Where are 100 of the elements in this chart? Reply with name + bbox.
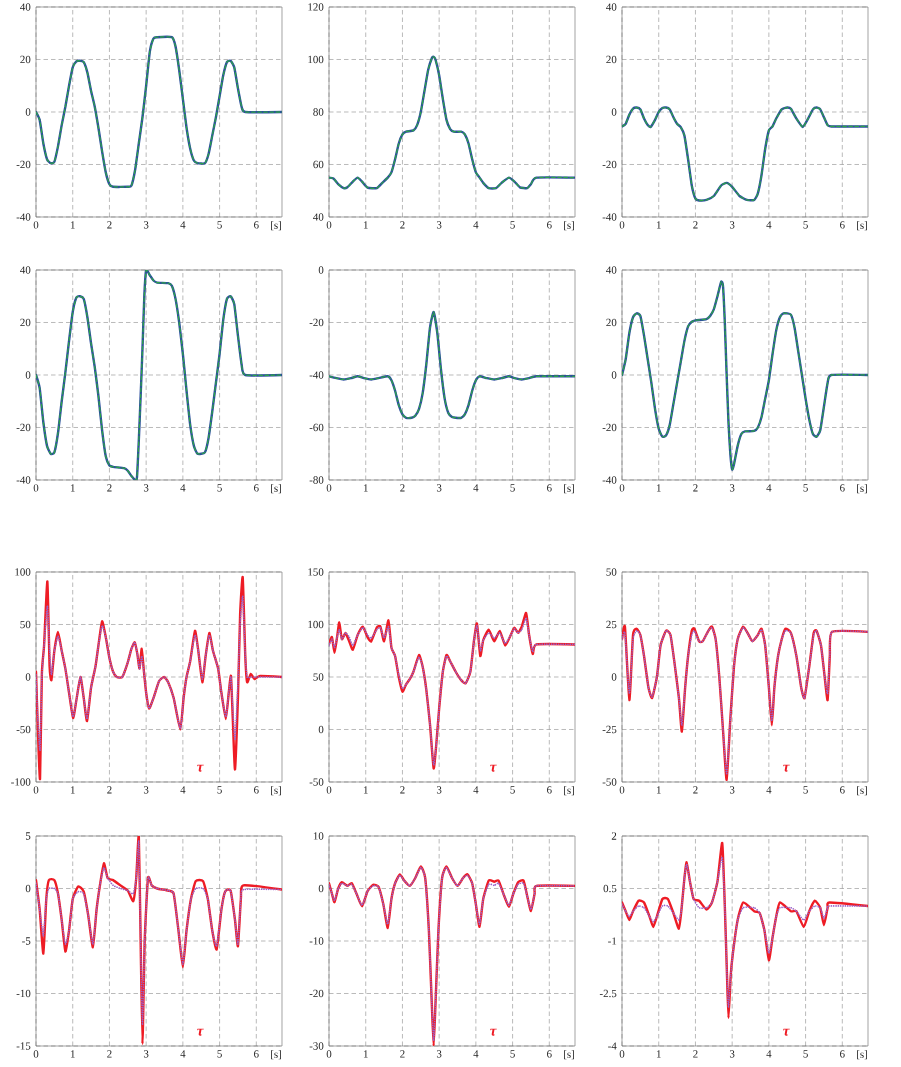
y-tick-label: 0 xyxy=(611,673,617,681)
x-tick-label: 0 xyxy=(33,1050,39,1058)
line-series xyxy=(36,595,282,752)
y-tick-label: -30 xyxy=(309,1042,324,1050)
y-tick-label: 0 xyxy=(25,673,31,681)
x-tick-label: 6 xyxy=(254,221,259,229)
y-tick-label: -20 xyxy=(16,423,31,432)
x-tick-label: 4 xyxy=(180,484,186,492)
x-tick-label: 3 xyxy=(143,221,149,229)
x-tick-label: 4 xyxy=(766,221,772,229)
x-tick-label: 3 xyxy=(729,484,735,492)
y-tick-label: 0 xyxy=(611,108,617,116)
x-tick-label: 0 xyxy=(619,484,625,492)
y-tick-label: 50 xyxy=(313,673,324,681)
x-tick-label: 0 xyxy=(33,221,39,229)
x-tick-label: 2 xyxy=(107,786,112,794)
x-tick-label: 5 xyxy=(217,484,222,492)
x-axis-title: [s] xyxy=(564,786,574,796)
y-tick-label: 40 xyxy=(20,266,31,274)
y-tick-label: -40 xyxy=(602,213,617,221)
y-tick-label: -20 xyxy=(602,423,617,432)
x-tick-label: 1 xyxy=(363,221,368,229)
x-tick-label: 6 xyxy=(840,484,845,492)
x-tick-label: 1 xyxy=(70,221,75,229)
x-tick-label: 3 xyxy=(729,221,735,229)
x-axis-title: [s] xyxy=(857,484,867,494)
x-tick-label: 1 xyxy=(656,484,661,492)
text: τ xyxy=(783,764,790,772)
y-tick-label: 25 xyxy=(606,620,617,629)
x-tick-label: 6 xyxy=(547,1050,552,1058)
x-tick-label: 6 xyxy=(547,786,552,794)
x-tick-label: 4 xyxy=(473,1050,479,1058)
y-tick-label: 0 xyxy=(318,725,324,734)
line-series xyxy=(622,106,868,202)
y-tick-label: -25 xyxy=(602,725,617,734)
y-tick-label: -40 xyxy=(16,213,31,221)
x-axis-title: [s] xyxy=(857,1050,867,1060)
text: τ xyxy=(490,764,497,772)
y-tick-label: 40 xyxy=(606,3,617,11)
y-tick-label: 0 xyxy=(318,884,324,893)
x-tick-label: 4 xyxy=(473,786,479,794)
x-tick-label: 6 xyxy=(840,1050,845,1058)
x-tick-label: 5 xyxy=(510,786,515,794)
x-tick-label: 0 xyxy=(326,786,332,794)
x-tick-label: 6 xyxy=(254,786,259,794)
y-tick-label: 0 xyxy=(318,266,324,274)
y-tick-label: -1 xyxy=(608,937,617,945)
text: τ xyxy=(490,1028,497,1036)
x-tick-label: 0 xyxy=(326,484,332,492)
y-tick-label: 20 xyxy=(20,318,31,327)
y-tick-label: -20 xyxy=(309,318,324,327)
x-tick-label: 0 xyxy=(619,786,625,794)
x-tick-label: 4 xyxy=(180,221,186,229)
x-tick-label: 3 xyxy=(436,786,442,794)
x-tick-label: 5 xyxy=(510,484,515,492)
x-axis-title: [s] xyxy=(271,786,281,796)
y-tick-label: 40 xyxy=(606,266,617,274)
x-tick-label: 4 xyxy=(766,1050,772,1058)
x-axis-title: [s] xyxy=(857,786,867,796)
y-tick-label: 100 xyxy=(308,620,324,629)
x-axis-title: [s] xyxy=(857,221,867,231)
x-tick-label: 2 xyxy=(693,484,698,492)
y-tick-label: -5 xyxy=(22,937,31,945)
y-tick-label: 2 xyxy=(611,832,617,840)
x-tick-label: 5 xyxy=(803,786,808,794)
y-tick-label: -20 xyxy=(16,160,31,169)
x-tick-label: 2 xyxy=(107,221,112,229)
x-tick-label: 1 xyxy=(70,1050,75,1058)
x-tick-label: 5 xyxy=(217,221,222,229)
x-tick-label: 1 xyxy=(70,484,75,492)
x-tick-label: 1 xyxy=(363,484,368,492)
y-tick-label: 50 xyxy=(20,620,31,629)
x-tick-label: 6 xyxy=(254,484,259,492)
x-tick-label: 2 xyxy=(693,221,698,229)
x-tick-label: 3 xyxy=(729,786,735,794)
y-tick-label: -80 xyxy=(309,476,324,484)
y-tick-label: -20 xyxy=(309,989,324,998)
text: τ xyxy=(197,764,204,772)
x-tick-label: 5 xyxy=(803,484,808,492)
x-tick-label: 1 xyxy=(656,221,661,229)
y-tick-label: -50 xyxy=(602,778,617,786)
x-tick-label: 2 xyxy=(400,1050,405,1058)
y-tick-label: 10 xyxy=(313,832,324,840)
y-tick-label: 0 xyxy=(25,371,31,379)
y-tick-label: 60 xyxy=(313,160,324,169)
y-tick-label: 100 xyxy=(308,55,324,64)
x-axis-title: [s] xyxy=(271,1050,281,1060)
x-tick-label: 3 xyxy=(143,484,149,492)
y-tick-label: -50 xyxy=(309,778,324,786)
x-tick-label: 3 xyxy=(729,1050,735,1058)
x-tick-label: 4 xyxy=(180,1050,186,1058)
text: τ xyxy=(197,1028,204,1036)
y-tick-label: 5 xyxy=(25,832,31,840)
x-tick-label: 0 xyxy=(619,221,625,229)
x-axis-title: [s] xyxy=(271,221,281,231)
x-tick-label: 5 xyxy=(510,1050,515,1058)
x-tick-label: 2 xyxy=(693,1050,698,1058)
x-tick-label: 4 xyxy=(180,786,186,794)
x-tick-label: 0 xyxy=(619,1050,625,1058)
x-tick-label: 5 xyxy=(803,221,808,229)
